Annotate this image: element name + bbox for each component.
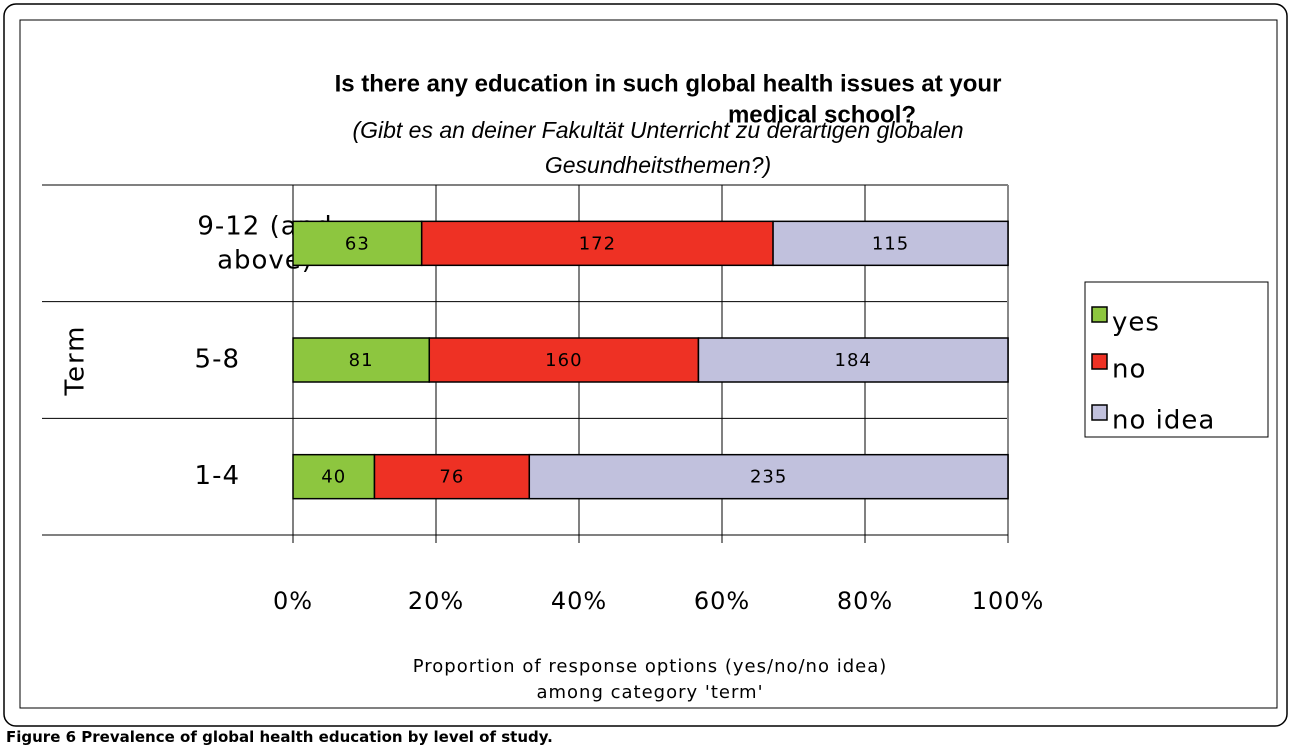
data-label: 184: [835, 350, 872, 371]
x-tick-label: 20%: [408, 587, 464, 615]
x-tick-label: 60%: [694, 587, 750, 615]
legend-swatch: [1091, 306, 1108, 323]
y-tick-label: 5-8: [195, 345, 240, 375]
bar-segment: [528, 453, 1009, 500]
x-axis-label: Proportion of response options (yes/no/n…: [413, 656, 888, 677]
chart-subtitle: (Gibt es an deiner Fakultät Unterricht z…: [352, 117, 963, 143]
x-tick-label: 100%: [972, 587, 1045, 615]
legend-label: yes: [1112, 308, 1160, 338]
caption-text: Prevalence of global health education by…: [81, 728, 553, 746]
chart-title: Is there any education in such global he…: [335, 70, 1002, 97]
caption-label: Figure 6: [6, 728, 76, 746]
bar-segment: [292, 220, 423, 267]
data-label: 172: [579, 233, 616, 254]
data-label: 115: [872, 233, 909, 254]
chart-subtitle: Gesundheitsthemen?): [545, 152, 771, 178]
bar-segment: [772, 220, 1009, 267]
legend-label: no idea: [1112, 406, 1215, 436]
data-label: 235: [750, 467, 787, 488]
legend-swatch: [1091, 404, 1108, 421]
y-axis-label: Term: [61, 324, 91, 396]
data-label: 81: [349, 350, 374, 371]
legend-label: no: [1112, 355, 1146, 385]
x-axis-label: among category 'term': [536, 682, 763, 703]
data-label: 40: [321, 467, 346, 488]
chart-title: medical school?: [728, 101, 916, 128]
chart-frame: [19, 19, 1278, 709]
legend-box: [1084, 281, 1269, 438]
bar-segment: [428, 337, 700, 383]
bar-segment: [292, 337, 431, 383]
bar-segment: [373, 453, 531, 500]
legend-swatch: [1091, 353, 1108, 370]
x-tick-label: 0%: [273, 587, 313, 615]
data-label: 160: [545, 350, 582, 371]
x-tick-label: 40%: [551, 587, 607, 615]
figure-frame: [3, 3, 1288, 727]
y-tick-label: 1-4: [195, 461, 240, 491]
data-label: 76: [439, 467, 464, 488]
x-tick-label: 80%: [837, 587, 893, 615]
caption: Figure 6 Prevalence of global health edu…: [6, 728, 553, 746]
bar-segment: [697, 337, 1009, 383]
data-label: 63: [345, 233, 370, 254]
